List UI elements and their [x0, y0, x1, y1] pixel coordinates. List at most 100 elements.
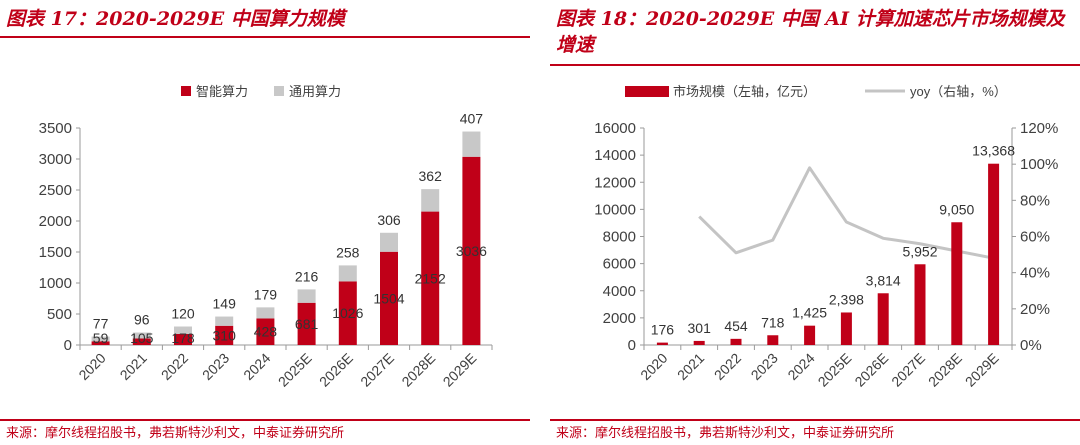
legend-swatch-general — [274, 86, 284, 96]
data-label-general: 407 — [460, 111, 484, 127]
bar-general-2028E — [421, 189, 440, 212]
bar-market-size-2025E — [840, 312, 852, 345]
legend-label-general: 通用算力 — [289, 84, 341, 99]
data-label-general: 77 — [93, 316, 109, 332]
y-tick-label: 10000 — [594, 201, 636, 218]
x-tick-label: 2023 — [199, 350, 232, 383]
x-tick-label: 2022 — [158, 350, 191, 383]
y-tick-label: 6000 — [603, 256, 636, 273]
data-label-intelligent: 681 — [295, 316, 319, 332]
bar-intelligent-2022 — [174, 333, 192, 345]
data-label-intelligent: 428 — [254, 324, 278, 340]
source-note: 来源：摩尔线程招股书，弗若斯特沙利文，中泰证券研究所 — [6, 426, 345, 441]
y2-tick-label: 60% — [1020, 229, 1050, 246]
x-tick-label: 2021 — [674, 350, 707, 383]
y-tick-label: 500 — [47, 306, 72, 323]
data-label-market-size: 1,425 — [792, 305, 827, 321]
data-label-general: 258 — [336, 244, 360, 260]
x-tick-label: 2026E — [316, 350, 356, 390]
data-label-general: 362 — [419, 168, 443, 184]
y-tick-label: 0 — [628, 337, 636, 354]
bar-intelligent-2028E — [421, 211, 440, 345]
data-label-market-size: 301 — [688, 320, 712, 336]
x-tick-label: 2025E — [815, 350, 855, 390]
y2-tick-label: 40% — [1020, 265, 1050, 282]
data-label-intelligent: 2152 — [415, 270, 446, 286]
bar-general-2025E — [297, 289, 316, 303]
bar-intelligent-2020 — [91, 341, 110, 345]
data-label-general: 179 — [254, 286, 278, 302]
y-tick-label: 2000 — [603, 310, 636, 327]
x-tick-label: 2025E — [275, 350, 315, 390]
data-label-intelligent: 1026 — [332, 305, 363, 321]
chart-title: 图表 18：2020-2029E 中国 AI 计算加速芯片市场规模及增速 — [556, 8, 1065, 56]
data-label-intelligent: 59 — [93, 330, 109, 346]
data-label-intelligent: 3036 — [456, 243, 487, 259]
bar-intelligent-2021 — [132, 338, 151, 345]
data-label-market-size: 454 — [724, 318, 748, 334]
y-tick-label: 12000 — [594, 174, 636, 191]
title-divider — [0, 36, 530, 38]
x-tick-label: 2024 — [784, 350, 817, 383]
bar-intelligent-2024 — [256, 318, 275, 345]
x-tick-label: 2024 — [240, 350, 273, 383]
chart-panel-computing-power: 图表 17：2020-2029E 中国算力规模 智能算力 通用算力 0 500 1000… — [0, 0, 530, 445]
x-tick-label: 2029E — [962, 350, 1002, 390]
bar-intelligent-2027E — [380, 251, 398, 345]
bar-general-2026E — [338, 265, 357, 282]
y2-tick-label: 100% — [1020, 156, 1058, 173]
bar-general-2022 — [174, 326, 192, 334]
y-tick-label: 16000 — [594, 120, 636, 137]
bar-market-size-2028E — [951, 222, 963, 345]
data-label-market-size: 3,814 — [866, 272, 901, 288]
data-label-market-size: 9,050 — [939, 201, 974, 217]
bar-general-2020 — [91, 336, 110, 342]
y-tick-label: 14000 — [594, 147, 636, 164]
legend-swatch-intelligent — [181, 86, 191, 96]
bar-market-size-2022 — [730, 338, 742, 345]
x-tick-label: 2020 — [75, 350, 108, 383]
ai-chip-market-chart: 市场规模（左轴，亿元） yoy（右轴，%） 0 2000 4000 6000 8000 100… — [594, 84, 1058, 390]
y-tick-label: 1000 — [39, 275, 72, 292]
y-tick-label: 1500 — [39, 244, 72, 261]
data-label-general: 216 — [295, 268, 319, 284]
x-tick-label: 2028E — [925, 350, 965, 390]
x-tick-label: 2022 — [711, 350, 744, 383]
x-tick-label: 2027E — [357, 350, 397, 390]
x-tick-label: 2020 — [637, 350, 670, 383]
legend-label-market-size: 市场规模（左轴，亿元） — [673, 84, 816, 99]
y-tick-label: 3000 — [39, 151, 72, 168]
y-tick-label: 2500 — [39, 182, 72, 199]
legend-label-intelligent: 智能算力 — [196, 84, 248, 99]
data-label-general: 149 — [213, 296, 237, 312]
x-tick-label: 2023 — [748, 350, 781, 383]
y-tick-label: 0 — [64, 337, 72, 354]
bar-market-size-2024 — [804, 325, 816, 345]
bar-general-2027E — [380, 232, 398, 252]
y2-tick-label: 20% — [1020, 301, 1050, 318]
y-tick-label: 8000 — [603, 229, 636, 246]
data-label-intelligent: 310 — [213, 327, 237, 343]
source-divider — [550, 419, 1080, 421]
bar-general-2023 — [215, 316, 234, 326]
legend-swatch-market-size — [625, 86, 669, 97]
bar-intelligent-2026E — [338, 281, 357, 345]
chart-title: 图表 17：2020-2029E 中国算力规模 — [6, 8, 345, 30]
data-label-market-size: 176 — [651, 322, 675, 338]
bar-intelligent-2029E — [462, 156, 481, 345]
yoy-line — [698, 166, 994, 260]
data-label-intelligent: 105 — [130, 330, 154, 346]
data-label-general: 306 — [377, 212, 401, 228]
x-tick-label: 2021 — [117, 350, 150, 383]
data-label-market-size: 718 — [761, 314, 785, 330]
legend-label-yoy: yoy（右轴，%） — [910, 84, 1007, 99]
y-tick-label: 2000 — [39, 213, 72, 230]
bar-intelligent-2023 — [215, 325, 234, 345]
bar-market-size-2021 — [693, 340, 705, 345]
data-label-intelligent: 1504 — [373, 290, 404, 306]
y2-tick-label: 120% — [1020, 120, 1058, 137]
bar-intelligent-2025E — [297, 302, 316, 345]
source-note: 来源：摩尔线程招股书，弗若斯特沙利文，中泰证券研究所 — [556, 426, 895, 441]
bar-market-size-2026E — [877, 293, 889, 345]
y2-tick-label: 0% — [1020, 337, 1042, 354]
